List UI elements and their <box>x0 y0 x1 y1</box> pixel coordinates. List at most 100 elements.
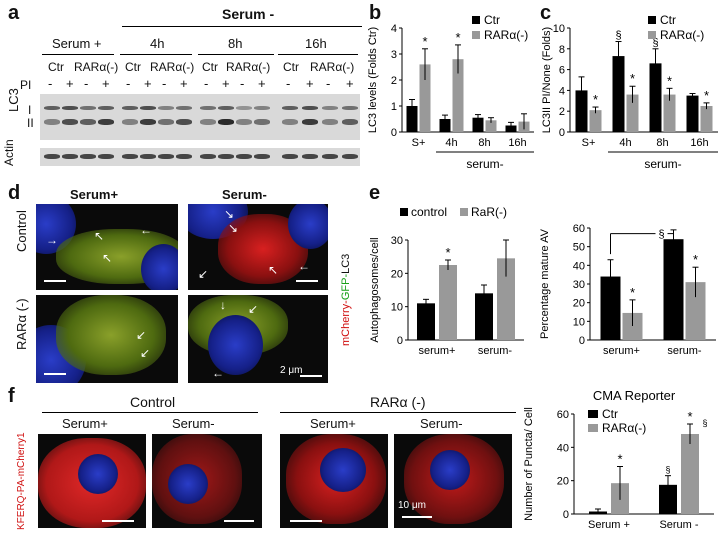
pi-sign: + <box>66 76 74 91</box>
chart-b: 0 1 2 3 4 LC3 levels (Folds Ctr) * S+ * 4h 8h 16h Ct… <box>367 13 534 171</box>
y-tick-label: 10 <box>391 302 403 314</box>
bar <box>419 64 431 132</box>
y-tick-label: 8 <box>559 44 565 56</box>
actin-band <box>322 154 338 159</box>
d-reporter-label: mCherry-GFP-LC3 <box>340 253 352 346</box>
serum-minus-header: Serum - <box>222 6 275 22</box>
group-label-8h: 8h <box>228 36 243 51</box>
legend-label: Ctr <box>660 13 676 27</box>
category-label: 4h <box>445 137 457 149</box>
category-label: serum+ <box>603 345 640 357</box>
y-axis-label: LC3II PI/None (Folds) <box>541 27 553 133</box>
f-control-line <box>42 412 258 413</box>
lc3-i-band <box>140 106 156 110</box>
d-col-serum-minus: Serum- <box>222 187 267 202</box>
significance-marker: * <box>455 30 460 45</box>
cond-rar: RARα(-) <box>150 60 195 74</box>
lc3-i-band <box>62 106 78 110</box>
legend-label: RARα(-) <box>484 28 528 42</box>
lc3-ii-band <box>62 119 78 125</box>
micro-d-control-serum-plus: → ↖ ↖ ← <box>36 204 178 290</box>
section-marker: § <box>652 37 658 49</box>
bar <box>575 90 588 132</box>
y-tick-label: 4 <box>559 85 565 97</box>
lc3-i-band <box>80 106 96 110</box>
lc3-ii-band <box>140 119 156 125</box>
actin-band <box>236 154 252 159</box>
y-tick-label: 30 <box>391 235 403 247</box>
category-label: Serum - <box>659 519 698 531</box>
y-tick-label: 40 <box>573 260 585 272</box>
pi-sign: + <box>306 76 314 91</box>
lc3-ii-band <box>282 119 298 125</box>
bar <box>406 106 418 132</box>
lc3-ii-band <box>200 119 216 125</box>
category-label: 16h <box>508 137 526 149</box>
significance-marker: * <box>445 245 450 260</box>
f-col-1: Serum+ <box>62 416 108 431</box>
group-label-4h: 4h <box>150 36 165 51</box>
actin-label: Actin <box>2 139 16 166</box>
actin-band <box>302 154 318 159</box>
y-axis-label: Autophagosomes/cell <box>369 237 381 342</box>
section-marker: § <box>615 30 621 42</box>
lc3-ii-band <box>254 119 270 125</box>
y-axis-label: Number of Puncta/ Cell <box>523 407 535 521</box>
y-tick-label: 60 <box>557 409 569 421</box>
y-tick-label: 3 <box>391 49 397 61</box>
bar <box>681 434 699 514</box>
bar <box>439 265 457 340</box>
group-label-serum-plus: Serum + <box>52 36 102 51</box>
group-line <box>120 54 192 55</box>
y-tick-label: 2 <box>559 106 565 118</box>
lc3-ii-band <box>80 119 96 125</box>
bar <box>626 94 639 132</box>
lc3-i-band <box>44 106 60 110</box>
y-tick-label: 40 <box>557 442 569 454</box>
y-tick-label: 20 <box>573 298 585 310</box>
lc3-i-band <box>176 106 192 110</box>
bar <box>452 59 464 133</box>
category-label: S+ <box>412 137 426 149</box>
group-label: serum- <box>644 157 681 171</box>
actin-band <box>176 154 192 159</box>
pi-sign: + <box>222 76 230 91</box>
cond-ctr: Ctr <box>48 60 64 74</box>
actin-band <box>80 154 96 159</box>
y-tick-label: 0 <box>391 127 397 139</box>
legend-label: RARα(-) <box>660 28 704 42</box>
f-col-2: Serum- <box>172 416 215 431</box>
micro-f-control-serum-minus <box>152 434 262 528</box>
group-label-16h: 16h <box>305 36 327 51</box>
y-tick-label: 60 <box>573 223 585 235</box>
section-marker: § <box>665 465 670 475</box>
lc3-ii-band <box>322 119 338 125</box>
bar <box>622 312 643 340</box>
f-scale-label: 10 μm <box>398 500 426 511</box>
f-group-control: Control <box>130 394 176 410</box>
category-label: S+ <box>582 137 596 149</box>
cond-rar: RARα(-) <box>226 60 271 74</box>
panel-label-e: e <box>369 182 381 204</box>
bar <box>686 95 699 132</box>
f-col-3: Serum+ <box>310 416 356 431</box>
micro-f-rar-serum-minus: 10 μm <box>394 434 512 528</box>
f-reporter-label: KFERQ-PA-mCherry1 <box>16 432 27 530</box>
y-tick-label: 1 <box>391 101 397 113</box>
bar <box>475 293 493 340</box>
panel-label-c: c <box>540 2 552 24</box>
pi-sign: + <box>258 76 266 91</box>
legend-swatch <box>472 31 480 39</box>
bracket-marker: § <box>658 229 664 241</box>
legend-swatch <box>648 31 656 39</box>
y-tick-label: 4 <box>391 23 397 35</box>
pi-sign: - <box>48 76 53 91</box>
micro-f-rar-serum-plus <box>280 434 388 528</box>
lc3-i-band <box>200 106 216 110</box>
pi-sign: + <box>180 76 188 91</box>
actin-band <box>98 154 114 159</box>
lc3-i-band <box>98 106 114 110</box>
lc3-i-band <box>122 106 138 110</box>
cond-ctr: Ctr <box>283 60 299 74</box>
lc3-i-band <box>282 106 298 110</box>
